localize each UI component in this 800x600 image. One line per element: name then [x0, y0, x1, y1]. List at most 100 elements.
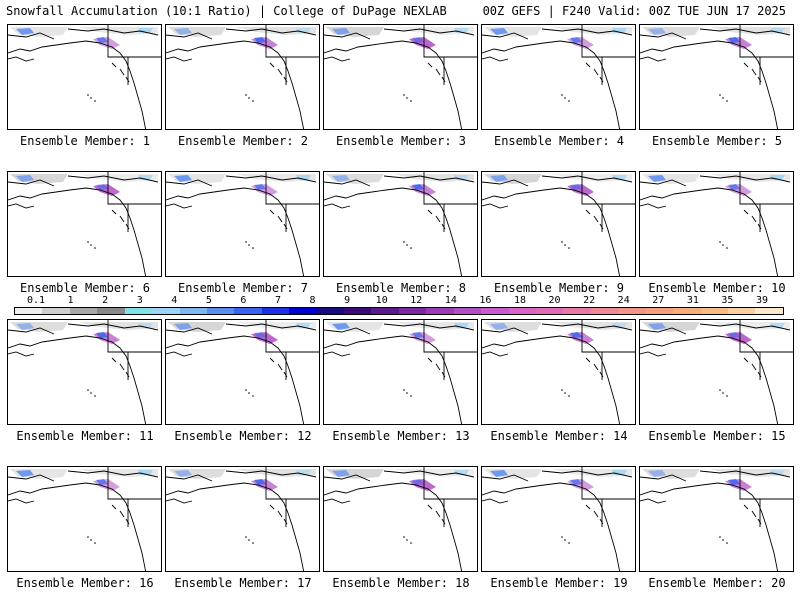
- map-svg: [482, 320, 635, 424]
- coastline: [324, 179, 371, 187]
- snow-shading: [236, 174, 316, 182]
- snow-shading: [16, 470, 34, 477]
- colorbar-segment: [69, 308, 98, 314]
- island: [719, 94, 721, 96]
- ensemble-panel: [7, 319, 162, 425]
- island: [561, 94, 563, 96]
- coastline: [166, 187, 305, 276]
- island: [561, 241, 563, 243]
- colorbar-segment: [536, 308, 564, 314]
- snow-shading: [552, 174, 632, 182]
- coastline: [269, 209, 288, 230]
- snow-shading: [326, 174, 384, 184]
- island: [403, 389, 405, 391]
- island: [252, 100, 254, 102]
- snow-shading: [236, 469, 316, 477]
- snow-shading: [332, 175, 350, 182]
- snow-shading: [236, 322, 316, 330]
- snow-shading: [16, 323, 34, 330]
- coastline: [427, 357, 446, 378]
- coastline: [585, 209, 604, 230]
- coastline: [8, 40, 147, 129]
- snow-shading: [78, 174, 158, 182]
- island: [248, 539, 250, 541]
- island: [403, 536, 405, 538]
- map-svg: [640, 467, 793, 571]
- coastline: [324, 335, 463, 424]
- snow-shading: [570, 479, 582, 485]
- coastline: [585, 504, 604, 525]
- colorbar-segment: [618, 308, 646, 314]
- snow-shading: [648, 470, 666, 477]
- island: [406, 392, 408, 394]
- island: [564, 97, 566, 99]
- ensemble-member-label: Ensemble Member: 1: [19, 134, 151, 148]
- island: [564, 244, 566, 246]
- ensemble-panel: [7, 24, 162, 130]
- snow-shading: [490, 323, 508, 330]
- snow-shading: [490, 470, 508, 477]
- snow-shading: [394, 322, 474, 330]
- snow-shading: [10, 27, 68, 37]
- island: [722, 244, 724, 246]
- ensemble-panel: [7, 466, 162, 572]
- coastline: [427, 504, 446, 525]
- island: [561, 389, 563, 391]
- island: [568, 395, 570, 397]
- coastline: [324, 351, 351, 357]
- coastline: [427, 62, 446, 83]
- ensemble-member-label: Ensemble Member: 12: [174, 429, 312, 443]
- coastline: [482, 203, 509, 209]
- ensemble-member-label: Ensemble Member: 5: [651, 134, 783, 148]
- coastline: [383, 175, 475, 183]
- coastline: [743, 209, 762, 230]
- map-svg: [640, 25, 793, 129]
- snow-shading: [642, 174, 700, 184]
- colorbar-segment: [344, 308, 372, 314]
- coastline: [8, 335, 147, 424]
- coastline: [640, 40, 779, 129]
- colorbar-segment: [179, 308, 207, 314]
- island: [568, 100, 570, 102]
- colorbar-tick-label: 6: [240, 295, 247, 306]
- snow-shading: [552, 27, 632, 35]
- map-svg: [324, 172, 477, 276]
- snow-shading: [642, 322, 700, 332]
- coastline: [265, 467, 319, 500]
- coastline: [324, 474, 371, 482]
- colorbar-segment: [398, 308, 427, 314]
- ensemble-panel: [481, 319, 636, 425]
- snow-shading: [168, 469, 226, 479]
- coastline: [640, 474, 687, 482]
- colorbar-segment: [673, 308, 701, 314]
- coastline: [739, 172, 793, 205]
- coastline: [482, 179, 529, 187]
- map-svg: [324, 25, 477, 129]
- ensemble-member-label: Ensemble Member: 6: [19, 281, 151, 295]
- island: [726, 100, 728, 102]
- snow-shading: [174, 28, 192, 35]
- coastline: [8, 482, 147, 571]
- ensemble-panel: [639, 319, 794, 425]
- snow-shading: [96, 37, 108, 43]
- coastline: [225, 28, 317, 36]
- colorbar-segment: [590, 308, 619, 314]
- island: [410, 395, 412, 397]
- coastline: [265, 320, 319, 353]
- ensemble-member-label: Ensemble Member: 11: [16, 429, 154, 443]
- run-valid-time: 00Z GEFS | F240 Valid: 00Z TUE JUN 17 20…: [482, 4, 786, 18]
- ensemble-panel: [639, 466, 794, 572]
- snow-shading: [710, 469, 790, 477]
- snow-shading: [648, 175, 666, 182]
- snow-shading: [174, 470, 192, 477]
- snow-shading: [394, 174, 474, 182]
- coastline: [8, 327, 55, 335]
- island: [564, 392, 566, 394]
- coastline: [166, 498, 193, 504]
- coastline: [541, 175, 633, 183]
- ensemble-panel: [165, 319, 320, 425]
- island: [722, 97, 724, 99]
- island: [245, 389, 247, 391]
- island: [90, 392, 92, 394]
- coastline: [739, 25, 793, 58]
